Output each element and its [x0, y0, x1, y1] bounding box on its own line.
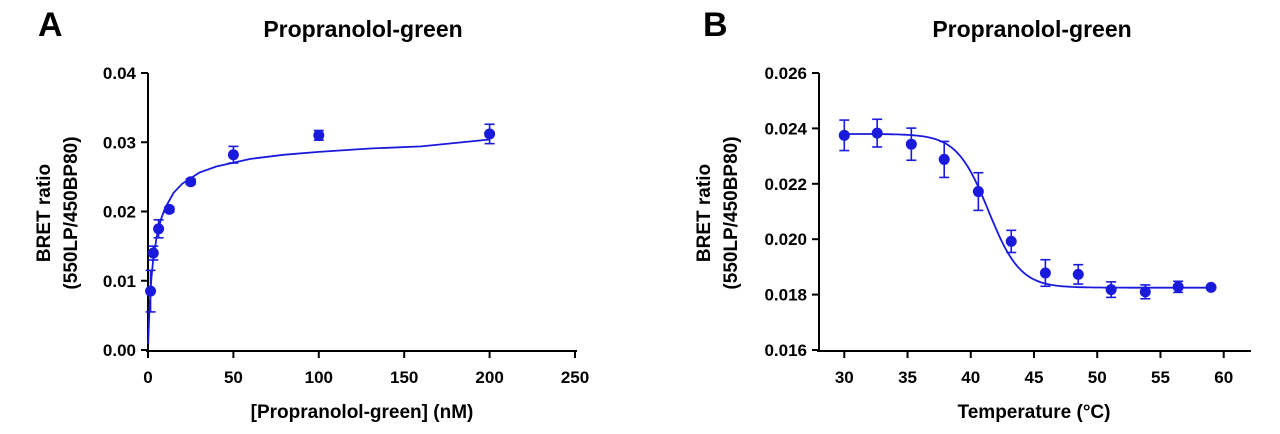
panel-a-y-tick-label: 0.03	[103, 133, 136, 152]
panel-b-plot-area	[838, 118, 1217, 300]
panel-b-title: Propranolol-green	[932, 16, 1131, 42]
panel-b-data-point	[1039, 267, 1051, 279]
panel-b-ticks: 30 35 40 45 50 55 60 0.016 0.018 0.020 0.022 0.024 0…	[764, 64, 1233, 387]
panel-a-data-point	[163, 203, 175, 215]
panel-a-letter: A	[38, 6, 63, 44]
panel-b-data-point	[838, 129, 850, 141]
panel-b-y-tick-label: 0.020	[764, 230, 807, 249]
panel-a-data-point	[147, 247, 159, 259]
panel-b-data-point	[1139, 286, 1151, 298]
panel-b-x-tick-label: 55	[1151, 368, 1170, 387]
panel-a-y-tick-label: 0.01	[103, 272, 136, 291]
panel-b-y-axis-label: BRET ratio	[694, 164, 715, 262]
panel-a-data-point	[153, 223, 165, 235]
panel-a-y-tick-label: 0.02	[103, 203, 136, 222]
panel-a-x-tick-label: 100	[305, 368, 333, 387]
panel-b-data-point	[1072, 268, 1084, 280]
panel-b-data-point	[938, 153, 950, 165]
panel-a-y-tick-label: 0.00	[103, 341, 136, 360]
panel-a-y-tick-label: 0.04	[103, 64, 137, 83]
panel-a-x-axis-label: [Propranolol-green] (nM)	[251, 402, 474, 423]
panel-a-x-tick-label: 250	[561, 368, 589, 387]
panel-a-x-tick-label: 50	[224, 368, 243, 387]
panel-b-data-point	[1005, 235, 1017, 247]
panel-a-data-point	[484, 128, 496, 140]
panel-b-x-tick-label: 50	[1088, 368, 1107, 387]
panel-a-ticks: 0 50 100 150 200 250 0.00 0.01 0.02 0.03 0.04	[103, 64, 589, 387]
panel-a-data-point	[185, 176, 197, 188]
panel-a-data-point	[313, 129, 325, 141]
panel-b-y-tick-label: 0.024	[764, 119, 807, 138]
panel-b-data-point	[871, 127, 883, 139]
panel-b-y-tick-label: 0.016	[764, 341, 807, 360]
panel-a-title: Propranolol-green	[263, 16, 462, 42]
panel-b-y-tick-label: 0.018	[764, 286, 807, 305]
panel-b-x-tick-label: 35	[898, 368, 917, 387]
panel-a-plot-area	[145, 123, 496, 344]
panel-b-data-point	[1105, 284, 1117, 296]
panel-b-data-point	[1172, 281, 1184, 293]
panel-a-y-axis-label-units: (550LP/450BP80)	[61, 136, 82, 289]
panel-a-x-tick-label: 0	[143, 368, 152, 387]
panel-b-x-tick-label: 30	[835, 368, 854, 387]
panel-b-data-point	[905, 138, 917, 150]
panel-b-x-tick-label: 45	[1025, 368, 1044, 387]
panel-b-data-point	[1205, 281, 1217, 293]
panel-b-data-point	[972, 186, 984, 198]
panel-a-x-tick-label: 200	[475, 368, 503, 387]
panel-b-x-tick-label: 60	[1214, 368, 1233, 387]
panel-b: B Propranolol-green Temperature (°C) BRE…	[694, 6, 1251, 423]
panel-b-fit-curve	[844, 133, 1212, 289]
panel-a-fit-curve	[147, 138, 490, 344]
panel-b-y-tick-label: 0.022	[764, 175, 807, 194]
panel-a-y-axis-label: BRET ratio	[34, 164, 55, 262]
panel-a-x-tick-label: 150	[390, 368, 418, 387]
panel-a: A Propranolol-green [Propranolol-green] …	[34, 6, 589, 423]
panel-b-y-axis-label-units: (550LP/450BP80)	[721, 136, 742, 289]
panel-a-data-point	[145, 285, 157, 297]
panel-a-data-point	[227, 149, 239, 161]
panel-b-y-tick-label: 0.026	[764, 64, 807, 83]
panel-b-letter: B	[703, 6, 728, 44]
panel-b-x-axis-label: Temperature (°C)	[958, 402, 1111, 423]
panel-b-x-tick-label: 40	[961, 368, 980, 387]
